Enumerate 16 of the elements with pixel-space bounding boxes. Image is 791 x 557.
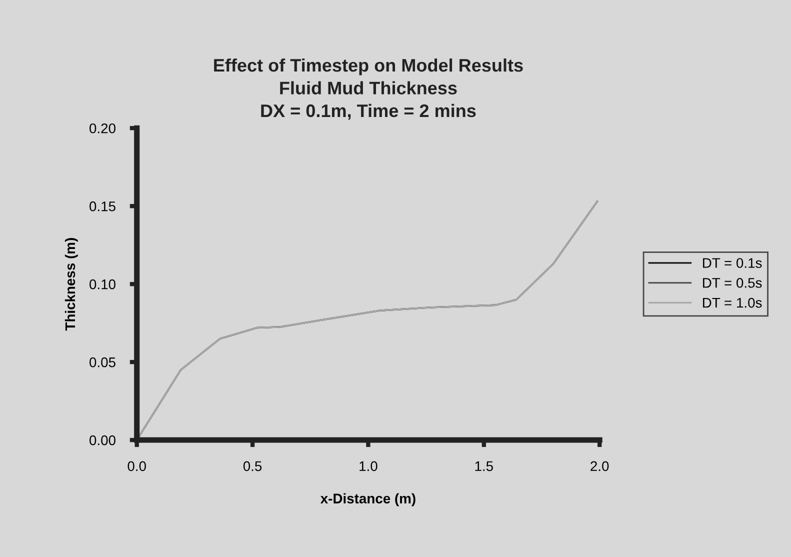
x-tick-label: 2.0	[590, 461, 609, 472]
legend-label: DT = 0.1s	[703, 258, 762, 268]
y-tick-label: 0.00	[90, 435, 116, 446]
chart-title: Effect of Timestep on Model Results Fluid Mud Thickness DX = 0.1m, Time = 2 mins	[214, 58, 523, 120]
x-axis-title: x-Distance (m)	[320, 493, 416, 506]
x-tick-label: 0.5	[243, 461, 262, 472]
x-tick-label: 1.0	[360, 461, 378, 472]
y-tick-label: 0.15	[90, 201, 116, 212]
y-tick-label: 0.10	[90, 279, 116, 290]
y-tick-label: 0.05	[90, 357, 116, 368]
x-tick-label: 1.5	[475, 461, 493, 472]
legend-label: DT = 1.0s	[703, 298, 762, 308]
y-axis-title: Thickness (m)	[64, 238, 78, 331]
legend-label: DT = 0.5s	[703, 278, 762, 288]
x-tick-label: 0.0	[128, 461, 146, 472]
y-tick-label: 0.20	[90, 123, 116, 134]
